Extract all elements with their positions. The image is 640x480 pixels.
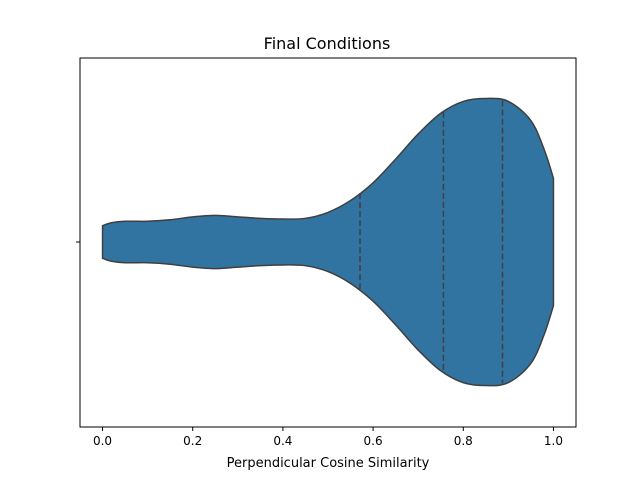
x-axis-ticks: 0.0 0.2 0.4 0.6 0.8 1.0 — [93, 427, 563, 448]
x-axis-label: Perpendicular Cosine Similarity — [227, 456, 430, 471]
x-tick-label: 1.0 — [544, 434, 563, 448]
x-tick-label: 0.6 — [364, 434, 383, 448]
chart-title: Final Conditions — [264, 34, 391, 53]
x-tick-label: 0.4 — [273, 434, 292, 448]
x-tick-label: 0.2 — [183, 434, 202, 448]
x-tick-label: 0.0 — [93, 434, 112, 448]
violin-body — [101, 97, 555, 387]
x-tick-label: 0.8 — [454, 434, 473, 448]
plot-area — [101, 97, 555, 387]
